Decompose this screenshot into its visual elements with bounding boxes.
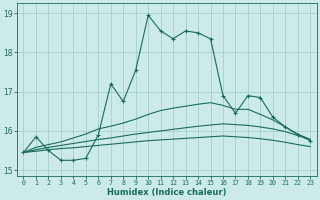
X-axis label: Humidex (Indice chaleur): Humidex (Indice chaleur) (107, 188, 227, 197)
